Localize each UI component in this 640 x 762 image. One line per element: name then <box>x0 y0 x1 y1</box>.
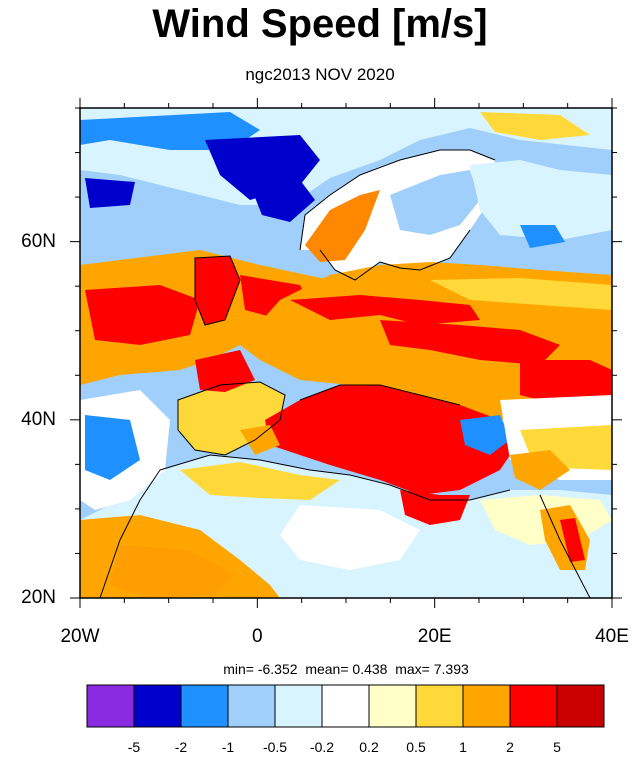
lat-tick-label: 60N <box>21 230 56 252</box>
colorbar-tick-label: -1 <box>221 739 235 755</box>
lat-tick-label: 20N <box>21 587 56 608</box>
stats-min-label: min= <box>223 661 254 677</box>
lon-tick-label: 20E <box>417 626 452 647</box>
colorbar-swatch <box>180 684 229 728</box>
colorbar-swatch <box>274 684 323 728</box>
stats-mean-label: mean= <box>305 661 349 677</box>
colorbar <box>86 684 605 728</box>
lon-tick-label: 40E <box>595 626 629 647</box>
colorbar-swatch <box>227 684 276 728</box>
stats-line: min= -6.352 mean= 0.438 max= 7.393 <box>80 660 612 678</box>
colorbar-swatch <box>556 684 605 728</box>
colorbar-swatch <box>86 684 135 728</box>
colorbar-tick-label: 0.2 <box>359 739 379 755</box>
colorbar-tick-label: 5 <box>553 739 561 755</box>
plot-subtitle: ngc2013 NOV 2020 <box>245 65 395 84</box>
colorbar-swatch <box>321 684 370 728</box>
lat-tick-label: 40N <box>21 408 56 430</box>
axis-ticks <box>70 98 622 608</box>
colorbar-swatch <box>368 684 417 728</box>
colorbar-tick-label: 2 <box>506 739 514 755</box>
colorbar-swatch <box>462 684 511 728</box>
colorbar-tick-label: -2 <box>174 739 188 755</box>
lon-tick-label: 20W <box>60 626 100 647</box>
colorbar-swatch <box>415 684 464 728</box>
stats-mean-value: 0.438 <box>352 661 388 677</box>
map-field <box>80 108 612 598</box>
colorbar-tick-label: 0.5 <box>406 739 426 755</box>
plot-title: Wind Speed [m/s] <box>152 2 488 46</box>
colorbar-tick-label: 1 <box>459 739 467 755</box>
colorbar-tick-label: -0.5 <box>262 739 288 755</box>
colorbar-tick-label: -5 <box>127 739 141 755</box>
stats-min-value: -6.352 <box>257 661 298 677</box>
lon-tick-label: 0 <box>252 626 263 647</box>
stats-max-label: max= <box>395 661 430 677</box>
colorbar-tick-label: -0.2 <box>309 739 335 755</box>
colorbar-swatch <box>133 684 182 728</box>
colorbar-swatch <box>509 684 558 728</box>
stats-max-value: 7.393 <box>433 661 469 677</box>
